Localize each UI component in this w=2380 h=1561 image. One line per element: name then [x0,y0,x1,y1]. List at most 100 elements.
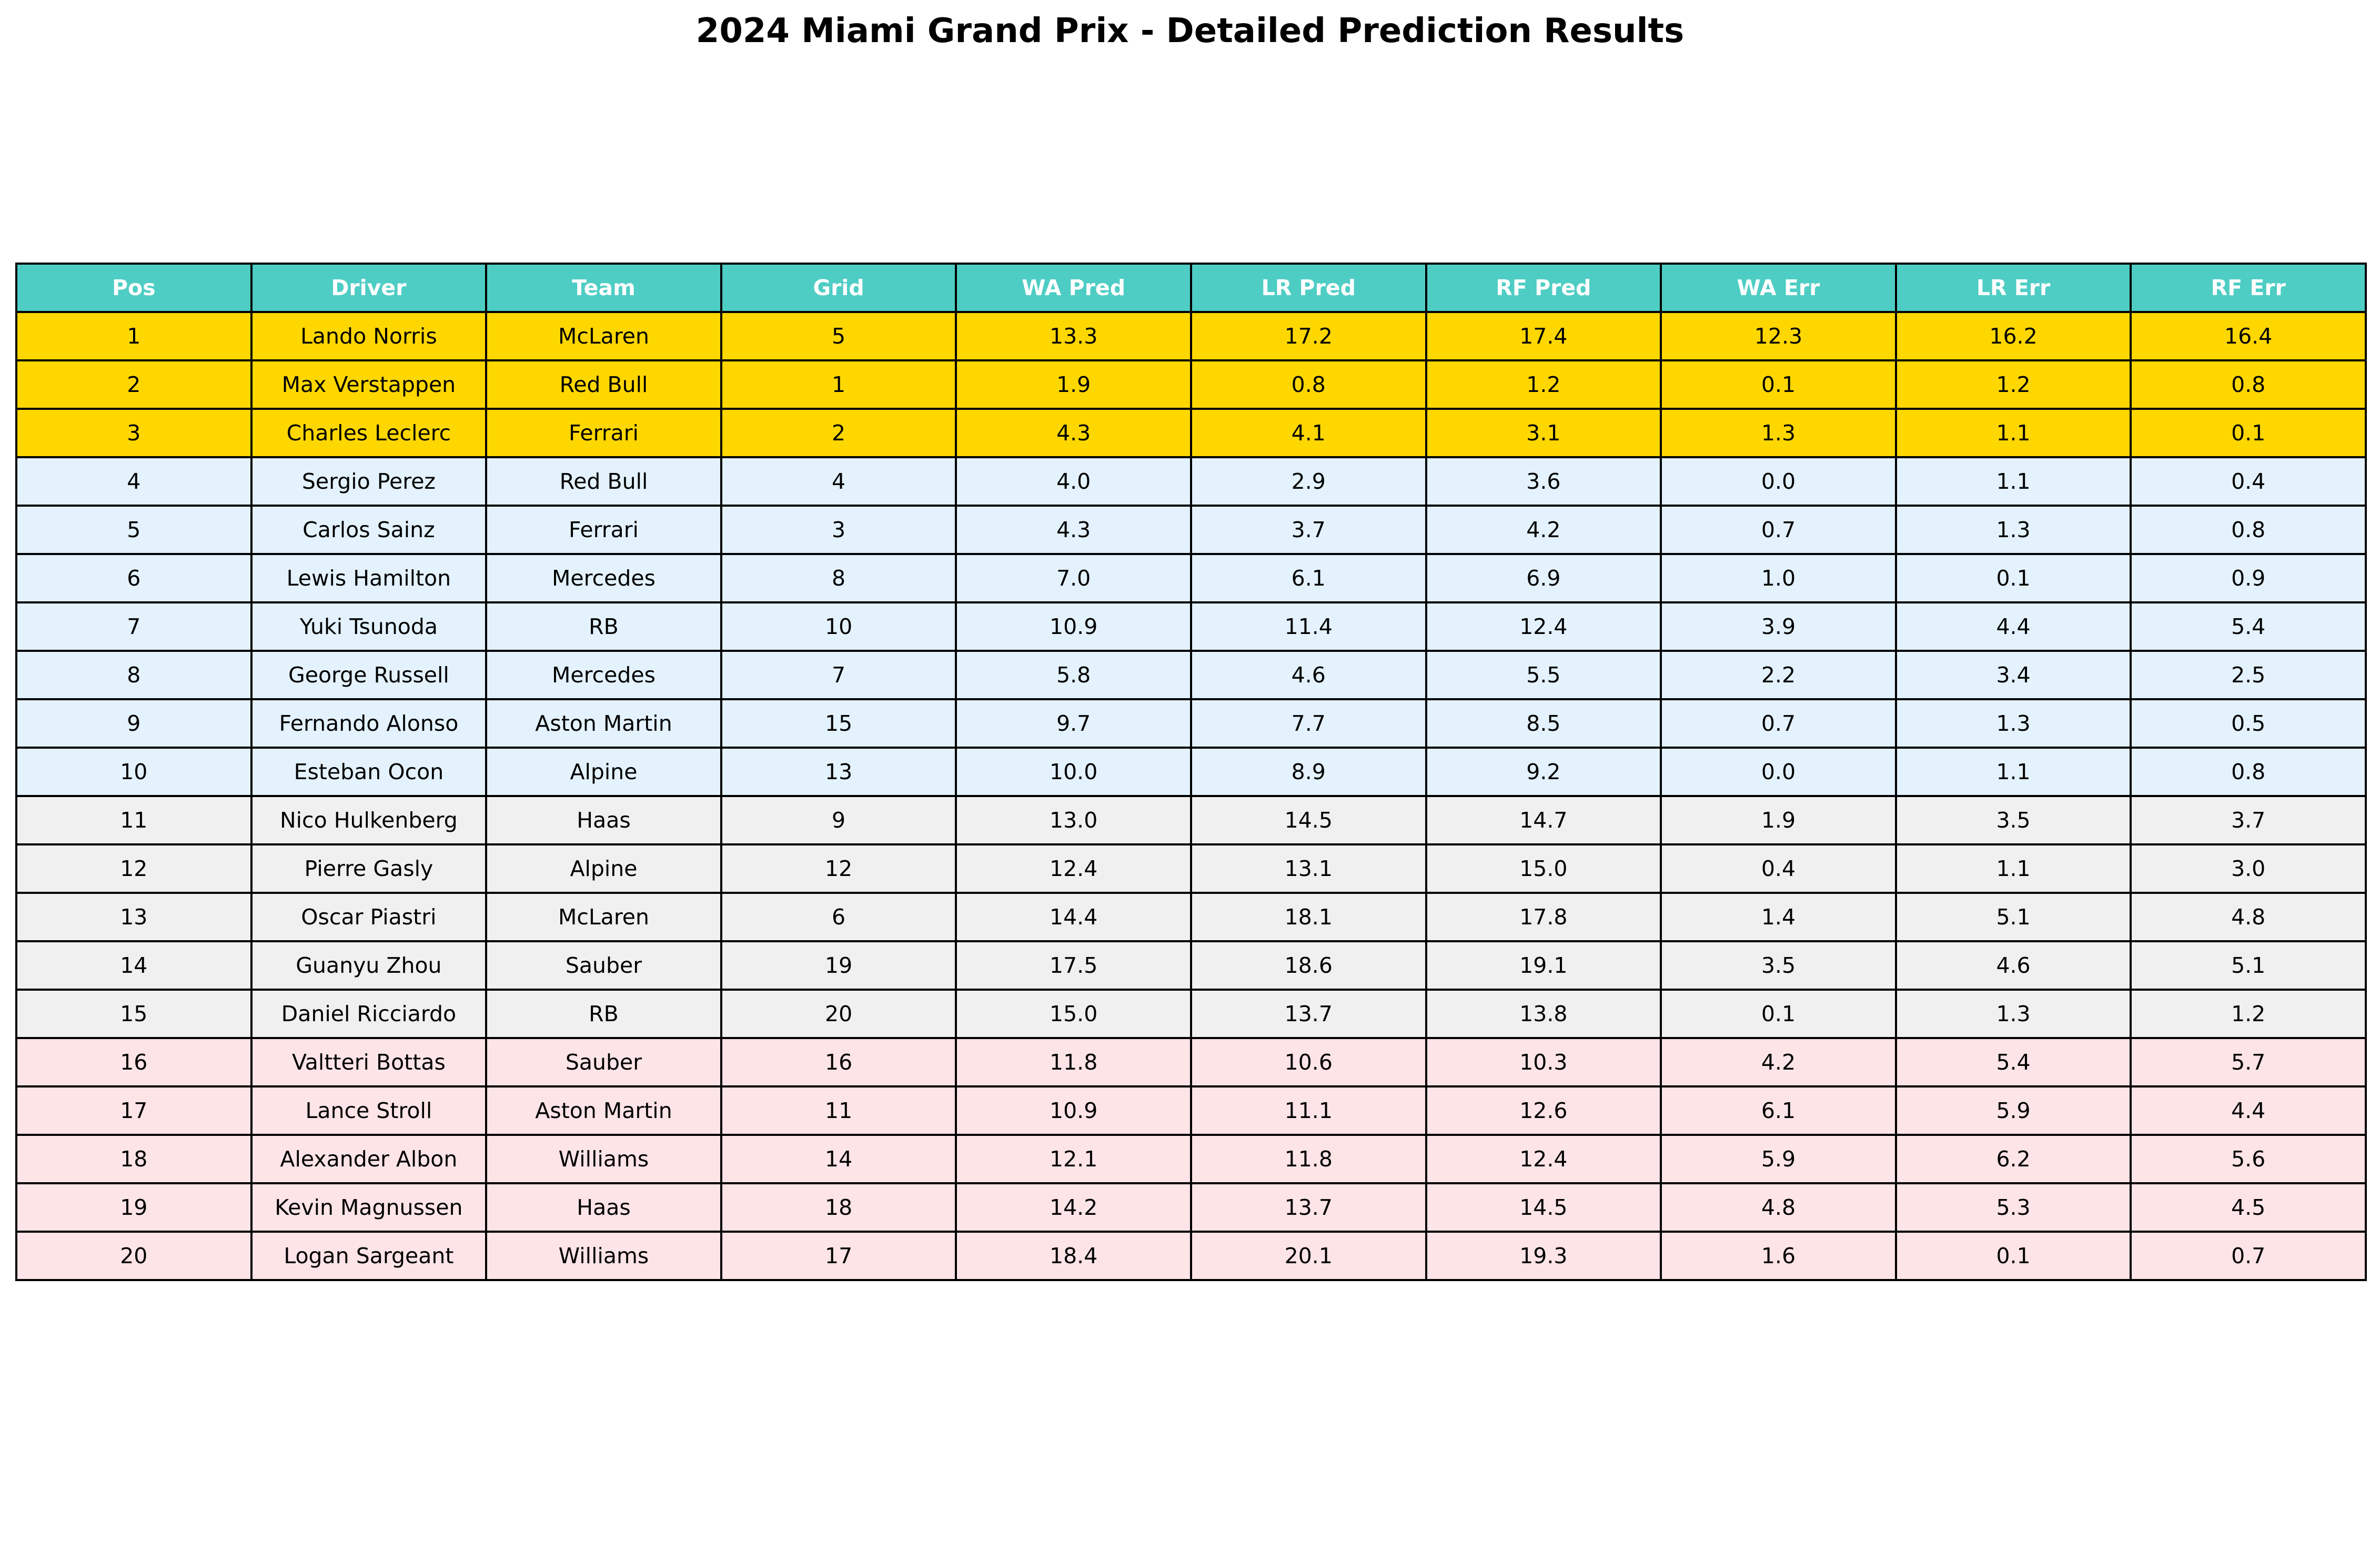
cell-rf-pred: 8.5 [1425,698,1662,749]
cell-lr-pred: 18.1 [1189,892,1427,942]
cell-grid: 12 [720,843,957,894]
cell-lr-pred: 2.9 [1189,456,1427,507]
cell-wa-err: 0.1 [1660,359,1897,410]
cell-rf-pred: 19.3 [1425,1231,1662,1281]
cell-lr-pred: 4.1 [1189,408,1427,458]
cell-wa-err: 2.2 [1660,650,1897,700]
cell-wa-pred: 13.3 [955,311,1192,361]
cell-rf-pred: 1.2 [1425,359,1662,410]
cell-rf-err: 4.4 [2130,1085,2367,1136]
cell-lr-pred: 8.9 [1189,747,1427,797]
cell-driver: Yuki Tsunoda [250,601,488,652]
table-row: 20 Logan Sargeant Williams 17 18.4 20.1 19.3 1.… [15,1231,2367,1281]
cell-grid: 1 [720,359,957,410]
cell-rf-err: 16.4 [2130,311,2367,361]
table-row: 8 George Russell Mercedes 7 5.8 4.6 5.5 2.2 3.4 2… [15,650,2367,700]
cell-team: Aston Martin [485,698,722,749]
cell-rf-pred: 15.0 [1425,843,1662,894]
cell-pos: 3 [15,408,253,458]
cell-wa-pred: 15.0 [955,989,1192,1039]
cell-lr-pred: 13.1 [1189,843,1427,894]
column-header-wa-err: WA Err [1660,263,1897,313]
cell-team: Haas [485,795,722,845]
table-row: 6 Lewis Hamilton Mercedes 8 7.0 6.1 6.9 1.0 0.1 0… [15,553,2367,603]
cell-pos: 17 [15,1085,253,1136]
cell-rf-err: 2.5 [2130,650,2367,700]
cell-lr-pred: 14.5 [1189,795,1427,845]
cell-wa-pred: 14.4 [955,892,1192,942]
column-header-rf-err: RF Err [2130,263,2367,313]
cell-driver: Kevin Magnussen [250,1182,488,1233]
cell-rf-pred: 14.5 [1425,1182,1662,1233]
cell-team: RB [485,989,722,1039]
cell-wa-pred: 14.2 [955,1182,1192,1233]
cell-lr-err: 0.1 [1894,553,2132,603]
cell-rf-err: 0.8 [2130,505,2367,555]
table-row: 11 Nico Hulkenberg Haas 9 13.0 14.5 14.7 1.9 3.5… [15,795,2367,845]
cell-rf-err: 0.4 [2130,456,2367,507]
cell-rf-pred: 19.1 [1425,940,1662,991]
column-header-wa-pred: WA Pred [955,263,1192,313]
cell-pos: 12 [15,843,253,894]
table-body: 1 Lando Norris McLaren 5 13.3 17.2 17.4 12.3 16.… [15,311,2367,1281]
cell-wa-err: 1.9 [1660,795,1897,845]
cell-wa-pred: 4.0 [955,456,1192,507]
table-row: 12 Pierre Gasly Alpine 12 12.4 13.1 15.0 0.4 1.1… [15,843,2367,894]
cell-lr-pred: 3.7 [1189,505,1427,555]
cell-driver: Nico Hulkenberg [250,795,488,845]
cell-rf-pred: 4.2 [1425,505,1662,555]
table-row: 13 Oscar Piastri McLaren 6 14.4 18.1 17.8 1.4 5.… [15,892,2367,942]
cell-team: Red Bull [485,359,722,410]
cell-lr-err: 5.3 [1894,1182,2132,1233]
cell-rf-err: 3.0 [2130,843,2367,894]
cell-wa-err: 6.1 [1660,1085,1897,1136]
cell-grid: 15 [720,698,957,749]
cell-rf-err: 0.7 [2130,1231,2367,1281]
cell-wa-err: 4.8 [1660,1182,1897,1233]
column-header-lr-err: LR Err [1894,263,2132,313]
cell-lr-pred: 11.8 [1189,1134,1427,1184]
cell-lr-pred: 6.1 [1189,553,1427,603]
cell-rf-err: 4.8 [2130,892,2367,942]
cell-team: Alpine [485,747,722,797]
cell-driver: Daniel Ricciardo [250,989,488,1039]
cell-rf-pred: 17.4 [1425,311,1662,361]
cell-lr-err: 1.2 [1894,359,2132,410]
cell-lr-err: 16.2 [1894,311,2132,361]
cell-driver: Guanyu Zhou [250,940,488,991]
table-row: 17 Lance Stroll Aston Martin 11 10.9 11.1 12.6… [15,1085,2367,1136]
cell-pos: 2 [15,359,253,410]
cell-pos: 15 [15,989,253,1039]
cell-team: Williams [485,1231,722,1281]
cell-driver: Charles Leclerc [250,408,488,458]
cell-pos: 19 [15,1182,253,1233]
cell-lr-err: 5.1 [1894,892,2132,942]
column-header-team: Team [485,263,722,313]
cell-wa-err: 1.4 [1660,892,1897,942]
cell-wa-pred: 5.8 [955,650,1192,700]
cell-grid: 9 [720,795,957,845]
table-row: 4 Sergio Perez Red Bull 4 4.0 2.9 3.6 0.0 1.1 0.4 [15,456,2367,507]
cell-rf-pred: 12.4 [1425,1134,1662,1184]
cell-wa-pred: 4.3 [955,505,1192,555]
cell-rf-err: 0.8 [2130,359,2367,410]
cell-wa-err: 0.0 [1660,456,1897,507]
cell-wa-err: 0.1 [1660,989,1897,1039]
cell-pos: 16 [15,1037,253,1087]
cell-wa-pred: 10.0 [955,747,1192,797]
cell-rf-err: 5.6 [2130,1134,2367,1184]
cell-team: Red Bull [485,456,722,507]
table-row: 16 Valtteri Bottas Sauber 16 11.8 10.6 10.3 4.2… [15,1037,2367,1087]
cell-rf-err: 5.1 [2130,940,2367,991]
cell-driver: Alexander Albon [250,1134,488,1184]
cell-lr-err: 1.1 [1894,747,2132,797]
cell-lr-err: 1.3 [1894,505,2132,555]
cell-rf-pred: 6.9 [1425,553,1662,603]
cell-rf-pred: 3.1 [1425,408,1662,458]
cell-team: Sauber [485,1037,722,1087]
cell-wa-pred: 10.9 [955,1085,1192,1136]
cell-lr-pred: 7.7 [1189,698,1427,749]
cell-grid: 13 [720,747,957,797]
cell-lr-pred: 10.6 [1189,1037,1427,1087]
cell-pos: 9 [15,698,253,749]
